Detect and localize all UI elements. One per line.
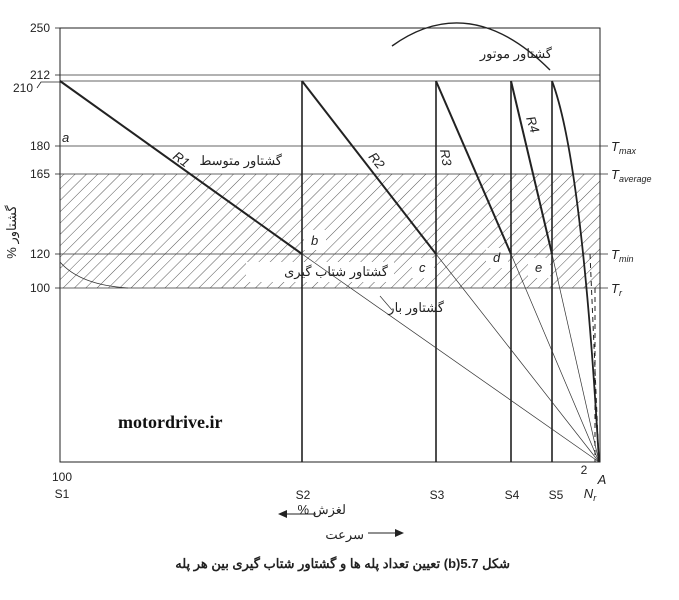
motor-torque-label: گشتاور موتور (479, 46, 553, 62)
label-bg-average (190, 151, 286, 171)
watermark: motordrive.ir (118, 412, 222, 432)
slip-arrow-head (278, 510, 287, 518)
r2-line (301, 80, 437, 255)
r1-line (59, 80, 303, 255)
right-label-taverage: Taverage (611, 167, 651, 184)
segment-label-r1: R1 (170, 148, 192, 170)
y-tick-100: 100 (30, 281, 50, 295)
slip-label: لغزش % (298, 502, 346, 518)
figure-caption: شکل 5.7(b) تعیین تعداد پله ها و گشتاور ش… (175, 555, 510, 572)
speed-label: سرعت (325, 527, 364, 543)
x-end-value: 2 (581, 463, 588, 477)
convergence-lines (301, 253, 600, 463)
nr-label: Nr (584, 486, 597, 503)
y-tick-212: 212 (30, 68, 50, 82)
a-end-label: A (597, 472, 607, 487)
y-tick-120: 120 (30, 247, 50, 261)
plot-frame (59, 27, 601, 463)
step-label-s1: S1 (55, 487, 70, 501)
segment-label-r4: R4 (523, 114, 542, 134)
step-label-s4: S4 (505, 488, 520, 502)
y-tick-165: 165 (30, 167, 50, 181)
step-label-s2: S2 (296, 488, 311, 502)
right-label-tmin: Tmin (611, 247, 633, 264)
r3-line (435, 80, 512, 255)
hatched-band-upper (60, 174, 600, 254)
point-label-d: d (493, 250, 501, 265)
y-tick-210: 210 (13, 81, 33, 95)
point-label-a: a (62, 130, 69, 145)
y-tick-210-bracket (36, 81, 60, 89)
step-label-s5: S5 (549, 488, 564, 502)
point-label-c: c (419, 260, 426, 275)
right-label-tmax: Tmax (611, 139, 636, 156)
label-bg-c (412, 258, 434, 278)
x-start-value: 100 (52, 470, 72, 484)
point-label-e: e (535, 260, 542, 275)
load-label-leader (379, 295, 393, 311)
segment-label-r3: R3 (437, 148, 455, 168)
label-bg-accel (246, 262, 394, 282)
r4-line (510, 80, 553, 255)
motor-torque-curve (551, 80, 600, 463)
step-label-s3: S3 (430, 488, 445, 502)
point-label-b: b (311, 233, 318, 248)
label-bg-e (528, 258, 550, 278)
y-tick-180: 180 (30, 139, 50, 153)
speed-arrow-head (395, 529, 404, 537)
y-tick-250: 250 (30, 21, 50, 35)
label-bg-d (486, 248, 508, 268)
accel-torque-label: گشتاور شتاب گیری (284, 264, 389, 280)
y-axis-label: گشتاور % (4, 204, 20, 258)
motor-torque-top-arc (391, 22, 551, 71)
load-torque-curve (59, 261, 129, 289)
y-tick-marks (55, 27, 60, 289)
average-torque-label: گشتاور متوسط (199, 153, 282, 169)
load-torque-label: گشتاور بار (387, 300, 445, 316)
right-label-tr: Tr (611, 281, 623, 298)
label-bg-b (304, 230, 326, 250)
dashed-final-line (589, 253, 600, 463)
